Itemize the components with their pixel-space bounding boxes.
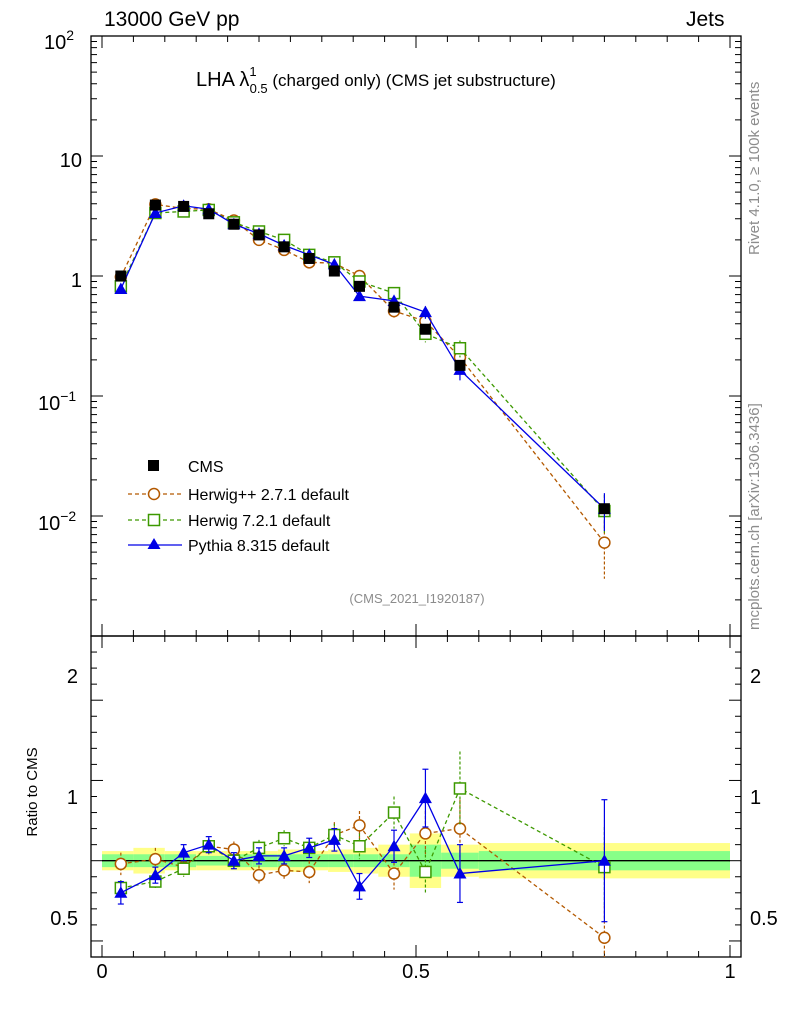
ratio-tick-label-0.5: 0.5 <box>50 908 78 930</box>
plot-title: LHA λ1 0.5 (charged only) (CMS jet substr… <box>196 64 556 96</box>
x-tick-label-1: 1 <box>724 961 735 983</box>
legend-label-cms: CMS <box>188 459 224 476</box>
x-tick-label-0: 0 <box>96 961 107 983</box>
legend-marker-herwigpp <box>147 487 161 501</box>
legend-marker-cms <box>148 460 159 471</box>
ratio-point-pythia <box>302 841 316 853</box>
ratio-point-herwigpp <box>453 822 467 835</box>
ratio-line-herwigpp <box>120 824 605 939</box>
analysis-id-label: (CMS_2021_I1920187) <box>349 591 484 606</box>
ratio-point-herwigpp <box>149 852 162 866</box>
ratio-tick-label-1: 1 <box>67 787 78 809</box>
data-point-cms <box>278 241 290 253</box>
data-point-cms <box>598 503 610 515</box>
ratio-point-herwigpp <box>114 857 128 871</box>
ratio-point-pythia <box>277 849 291 861</box>
data-point-pythia <box>114 282 128 294</box>
data-point-pythia <box>418 305 432 318</box>
ratio-point-pythia <box>418 791 432 804</box>
x-tick-label-0.5: 0.5 <box>402 961 430 983</box>
data-point-cms <box>203 208 215 220</box>
y-tick-label-0.01: 10−2 <box>38 508 76 535</box>
ratio-point-herwig7 <box>353 840 366 853</box>
ratio-point-pythia <box>453 867 467 879</box>
ratio-y-axis-label: Ratio to CMS <box>24 747 41 836</box>
legend-marker-herwig7 <box>147 513 161 527</box>
ratio-point-herwigpp <box>353 819 366 832</box>
data-point-cms <box>115 270 127 282</box>
data-point-pythia <box>148 206 162 218</box>
data-point-cms <box>419 323 431 335</box>
ratio-tick-label-2: 2 <box>67 666 78 688</box>
data-point-cms <box>388 301 400 313</box>
data-point-cms <box>303 252 315 264</box>
ratio-point-herwig7 <box>453 782 467 795</box>
ratio-point-pythia <box>148 868 162 881</box>
legend-label-pythia: Pythia 8.315 default <box>188 538 330 555</box>
data-point-cms <box>178 200 190 212</box>
data-point-cms <box>228 218 240 230</box>
ratio-point-pythia <box>114 886 128 898</box>
ratio-point-pythia <box>252 849 266 861</box>
legend-label-herwig7: Herwig 7.2.1 default <box>188 513 331 530</box>
ratio-point-pythia <box>202 838 216 850</box>
data-point-herwig7 <box>453 341 467 355</box>
ratio-point-herwigpp <box>277 864 291 877</box>
process-label: Jets <box>686 8 725 31</box>
data-point-cms <box>253 229 265 241</box>
data-point-cms <box>149 199 161 211</box>
legend: CMS Herwig++ 2.7.1 default Herwig 7.2.1 … <box>128 459 350 555</box>
ratio-point-pythia <box>597 854 611 866</box>
series-pythia <box>114 199 611 923</box>
series-cms <box>115 199 610 515</box>
y-tick-label-100: 102 <box>44 27 74 54</box>
ratio-tick-label-right-0.5: 0.5 <box>750 908 778 930</box>
ratio-plot-frame <box>90 635 742 958</box>
y-tick-label-10: 10 <box>60 150 82 172</box>
data-point-cms <box>454 359 466 371</box>
ratio-point-herwig7 <box>277 831 291 845</box>
ratio-point-herwigpp <box>302 865 316 879</box>
ratio-tick-label-right-1: 1 <box>750 787 761 809</box>
ratio-point-pythia <box>177 846 191 858</box>
data-point-cms <box>328 265 340 277</box>
series-herwig7 <box>114 203 611 908</box>
ratio-point-herwigpp <box>419 827 432 840</box>
ratio-point-herwigpp <box>387 867 401 880</box>
ratio-point-pythia <box>352 879 366 892</box>
ratio-point-herwigpp <box>598 931 611 944</box>
legend-label-herwigpp: Herwig++ 2.7.1 default <box>188 487 350 504</box>
ratio-point-pythia <box>227 854 241 866</box>
ratio-point-pythia <box>327 833 341 845</box>
data-point-herwigpp <box>598 536 611 549</box>
ratio-point-herwig7 <box>177 862 190 875</box>
y-tick-label-1: 1 <box>71 270 82 292</box>
ratio-point-pythia <box>387 839 401 852</box>
ratio-line-pythia <box>120 796 605 894</box>
y-tick-label-0.1: 10−1 <box>38 388 76 415</box>
ratio-point-herwigpp <box>252 868 266 882</box>
data-point-pythia <box>352 289 366 302</box>
legend-marker-pythia <box>147 538 161 549</box>
ratio-tick-label-right-2: 2 <box>750 666 761 688</box>
energy-label: 13000 GeV pp <box>104 8 240 31</box>
ratio-point-herwig7 <box>419 865 432 879</box>
data-point-cms <box>353 280 365 292</box>
ratio-point-herwig7 <box>387 806 401 819</box>
